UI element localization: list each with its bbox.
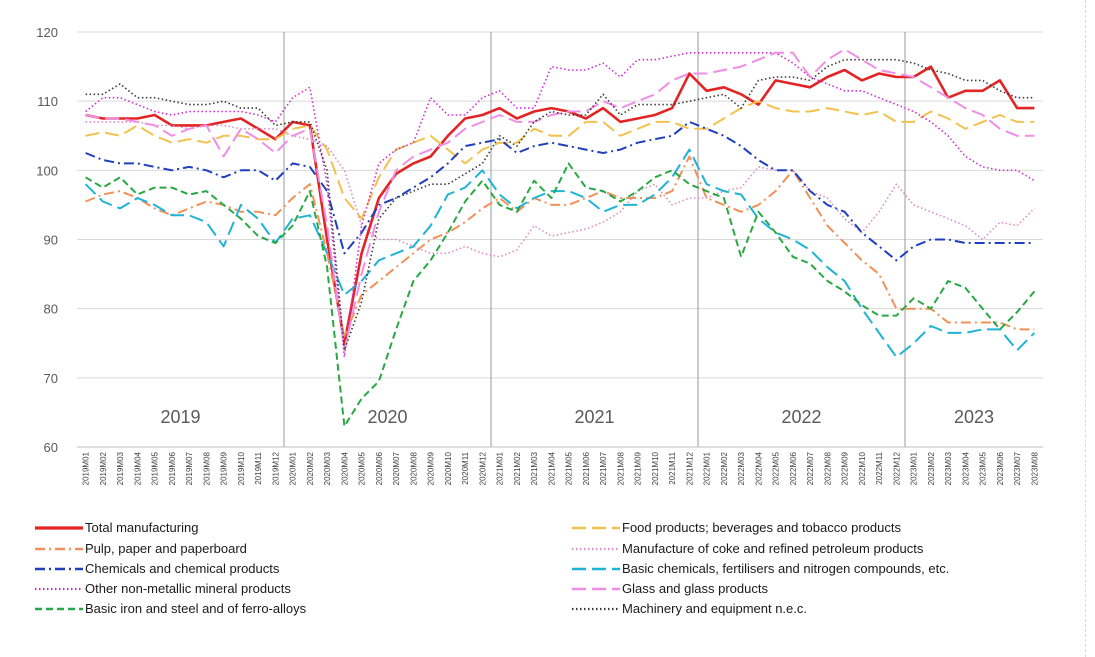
legend-label: Food products; beverages and tobacco pro… xyxy=(622,520,901,535)
x-tick-label: 2020M07 xyxy=(392,451,401,485)
panel-divider xyxy=(1085,0,1086,657)
legend-label: Total manufacturing xyxy=(85,520,198,535)
legend-label: Basic iron and steel and of ferro-alloys xyxy=(85,601,307,616)
x-tick-label: 2019M10 xyxy=(237,451,246,485)
x-tick-label: 2021M08 xyxy=(616,451,625,485)
y-tick-label: 70 xyxy=(44,371,58,386)
x-tick-label: 2023M03 xyxy=(944,451,953,485)
series-line xyxy=(85,155,1035,338)
year-label: 2021 xyxy=(574,407,614,427)
x-tick-label: 2022M10 xyxy=(858,451,867,485)
x-tick-label: 2020M08 xyxy=(409,451,418,485)
x-tick-label: 2019M04 xyxy=(133,451,142,485)
x-tick-label: 2019M03 xyxy=(116,451,125,485)
x-tick-label: 2021M01 xyxy=(496,451,505,485)
x-tick-label: 2022M05 xyxy=(772,451,781,485)
y-tick-label: 100 xyxy=(36,163,58,178)
x-tick-label: 2022M06 xyxy=(789,451,798,485)
legend-label: Chemicals and chemical products xyxy=(85,561,280,576)
x-tick-label: 2021M07 xyxy=(599,451,608,485)
x-tick-label: 2020M01 xyxy=(289,451,298,485)
series-line xyxy=(85,48,1035,352)
x-tick-label: 2022M12 xyxy=(892,451,901,485)
x-tick-label: 2019M02 xyxy=(99,451,108,485)
x-tick-label: 2019M05 xyxy=(151,451,160,485)
x-tick-label: 2020M02 xyxy=(306,451,315,485)
x-tick-label: 2019M09 xyxy=(220,451,229,485)
y-tick-label: 110 xyxy=(37,94,58,109)
x-tick-label: 2023M01 xyxy=(910,451,919,485)
series-line xyxy=(84,148,1036,359)
x-tick-label: 2020M06 xyxy=(375,451,384,485)
x-tick-label: 2020M11 xyxy=(461,451,470,484)
x-tick-label: 2022M07 xyxy=(806,451,815,485)
x-tick-label: 2019M11 xyxy=(254,451,263,484)
x-tick-label: 2022M08 xyxy=(823,451,832,485)
y-tick-label: 80 xyxy=(44,302,58,317)
x-tick-label: 2023M07 xyxy=(1013,451,1022,485)
legend-label: Machinery and equipment n.e.c. xyxy=(622,601,807,616)
x-tick-label: 2021M06 xyxy=(582,451,591,485)
x-tick-label: 2021M05 xyxy=(565,451,574,485)
x-tick-label: 2020M10 xyxy=(444,451,453,485)
x-tick-label: 2020M05 xyxy=(358,451,367,485)
x-tick-label: 2023M02 xyxy=(927,451,936,485)
x-tick-label: 2023M04 xyxy=(961,451,970,485)
x-tick-label: 2019M06 xyxy=(168,451,177,485)
year-label: 2019 xyxy=(160,407,200,427)
x-tick-label: 2023M06 xyxy=(996,451,1005,485)
x-tick-label: 2021M10 xyxy=(651,451,660,485)
y-tick-label: 60 xyxy=(44,440,58,455)
x-tick-label: 2021M04 xyxy=(547,451,556,485)
series-line xyxy=(85,162,1036,428)
x-tick-label: 2023M05 xyxy=(979,451,988,485)
x-tick-label: 2020M03 xyxy=(323,451,332,485)
series-line xyxy=(85,58,1035,351)
legend-label: Basic chemicals, fertilisers and nitroge… xyxy=(622,561,949,576)
x-tick-label: 2022M11 xyxy=(875,451,884,484)
series-line xyxy=(85,120,1035,262)
x-tick-label: 2022M01 xyxy=(703,451,712,485)
x-tick-label: 2022M09 xyxy=(841,451,850,485)
x-tick-label: 2019M01 xyxy=(82,451,91,485)
year-label: 2022 xyxy=(781,407,821,427)
series-line xyxy=(85,100,1035,220)
x-tick-label: 2022M03 xyxy=(737,451,746,485)
x-tick-label: 2019M07 xyxy=(185,451,194,485)
year-label: 2020 xyxy=(367,407,407,427)
x-tick-label: 2021M03 xyxy=(530,451,539,485)
x-tick-label: 2020M09 xyxy=(427,451,436,485)
series-line xyxy=(85,121,1035,258)
x-tick-label: 2019M08 xyxy=(202,451,211,485)
series-line xyxy=(85,65,1035,345)
x-tick-label: 2020M04 xyxy=(340,451,349,485)
x-tick-label: 2021M02 xyxy=(513,451,522,485)
y-tick-label: 90 xyxy=(44,233,58,248)
x-tick-label: 2021M09 xyxy=(634,451,643,485)
legend-label: Manufacture of coke and refined petroleu… xyxy=(622,541,924,556)
legend-label: Other non-metallic mineral products xyxy=(85,581,291,596)
legend-label: Glass and glass products xyxy=(622,581,768,596)
legend-label: Pulp, paper and paperboard xyxy=(85,541,247,556)
x-tick-label: 2020M12 xyxy=(478,451,487,485)
x-tick-label: 2023M08 xyxy=(1030,451,1039,485)
y-tick-label: 120 xyxy=(36,25,58,40)
x-tick-label: 2019M12 xyxy=(271,451,280,485)
year-label: 2023 xyxy=(954,407,994,427)
x-tick-label: 2021M11 xyxy=(668,451,677,484)
x-tick-label: 2022M02 xyxy=(720,451,729,485)
x-tick-label: 2021M12 xyxy=(685,451,694,485)
x-tick-label: 2022M04 xyxy=(754,451,763,485)
